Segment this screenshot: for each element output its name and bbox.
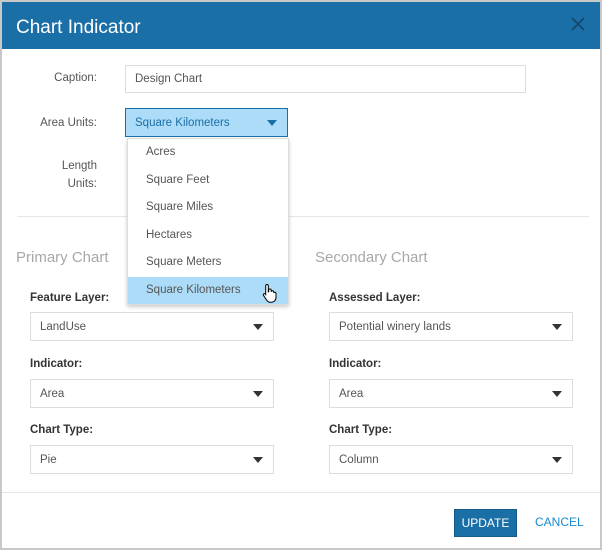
area-units-value: Square Kilometers: [135, 116, 230, 129]
update-button[interactable]: UPDATE: [454, 509, 517, 537]
dialog-header: Chart Indicator: [2, 2, 600, 49]
feature-layer-value: LandUse: [40, 320, 87, 333]
area-units-label: Area Units:: [40, 117, 97, 129]
menu-item-acres[interactable]: Acres: [146, 146, 176, 158]
assessed-layer-select[interactable]: Potential winery lands: [329, 312, 573, 341]
secondary-chart-type-value: Column: [339, 453, 379, 466]
close-icon[interactable]: [568, 14, 588, 34]
footer-divider: [2, 492, 600, 493]
secondary-indicator-value: Area: [339, 387, 364, 400]
secondary-indicator-select[interactable]: Area: [329, 379, 573, 408]
length-units-label-line2: Units:: [67, 178, 97, 190]
primary-indicator-value: Area: [40, 387, 65, 400]
menu-item-hectares[interactable]: Hectares: [146, 228, 193, 241]
dialog-title: Chart Indicator: [16, 17, 141, 38]
chevron-down-icon: [253, 323, 263, 330]
chevron-down-icon: [253, 390, 263, 397]
primary-chart-type-value: Pie: [40, 453, 57, 466]
feature-layer-select[interactable]: LandUse: [30, 312, 274, 341]
primary-chart-type-label: Chart Type:: [30, 424, 94, 436]
caption-label: Caption:: [54, 72, 97, 84]
primary-chart-type-select[interactable]: Pie: [30, 445, 274, 474]
menu-item-square-miles[interactable]: Square Miles: [146, 201, 214, 213]
menu-item-label: Square Kilometers: [146, 283, 241, 296]
chevron-down-icon: [552, 390, 562, 397]
menu-item-square-meters[interactable]: Square Meters: [146, 256, 222, 268]
secondary-indicator-label: Indicator:: [329, 358, 382, 370]
primary-chart-heading: Primary Chart: [16, 249, 109, 266]
hand-cursor-icon: [262, 283, 277, 303]
chevron-down-icon: [267, 119, 277, 126]
menu-item-square-feet[interactable]: Square Feet: [146, 173, 210, 186]
area-units-dropdown-menu: Acres Square Feet Square Miles Hectares …: [127, 138, 289, 305]
menu-item-square-kilometers[interactable]: Square Kilometers: [128, 276, 288, 304]
secondary-chart-heading: Secondary Chart: [315, 249, 428, 266]
chevron-down-icon: [552, 323, 562, 330]
secondary-chart-type-label: Chart Type:: [329, 424, 393, 436]
assessed-layer-label: Assessed Layer:: [329, 292, 421, 304]
caption-input[interactable]: Design Chart: [125, 65, 526, 93]
cancel-button[interactable]: CANCEL: [535, 515, 584, 529]
primary-indicator-select[interactable]: Area: [30, 379, 274, 408]
length-units-label-line1: Length: [61, 160, 97, 172]
primary-indicator-label: Indicator:: [30, 358, 83, 370]
chevron-down-icon: [552, 456, 562, 463]
chevron-down-icon: [253, 456, 263, 463]
assessed-layer-value: Potential winery lands: [339, 320, 451, 333]
feature-layer-label: Feature Layer:: [30, 292, 110, 304]
divider: [17, 216, 589, 217]
area-units-select[interactable]: Square Kilometers: [125, 108, 288, 137]
secondary-chart-type-select[interactable]: Column: [329, 445, 573, 474]
